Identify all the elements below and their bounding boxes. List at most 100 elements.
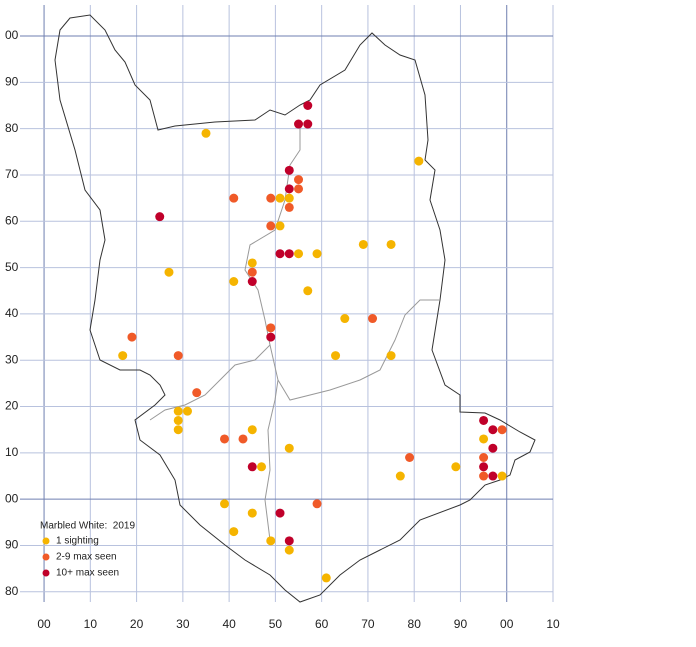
y-tick-label: 60 xyxy=(5,213,19,227)
y-tick-label: 00 xyxy=(5,491,19,505)
sighting-dot xyxy=(331,351,341,361)
sighting-dot xyxy=(247,508,257,518)
county-outline xyxy=(54,14,536,603)
y-tick-label: 20 xyxy=(5,399,19,413)
sighting-dot xyxy=(275,249,285,259)
sighting-dot xyxy=(201,128,211,138)
legend-label: 1 sighting xyxy=(56,536,99,547)
sighting-dot xyxy=(497,471,507,481)
sighting-dot xyxy=(479,462,489,472)
sighting-dot xyxy=(368,314,378,324)
y-tick-label: 00 xyxy=(5,28,19,42)
y-tick-label: 80 xyxy=(5,121,19,135)
sighting-dot xyxy=(182,406,192,416)
sighting-dot xyxy=(266,193,276,203)
y-tick-label: 80 xyxy=(5,584,19,598)
sighting-dot xyxy=(275,221,285,231)
sighting-dot xyxy=(321,573,331,583)
sighting-dot xyxy=(488,443,498,453)
legend-swatch xyxy=(42,553,50,561)
x-tick-label: 00 xyxy=(500,617,514,631)
sighting-dot xyxy=(451,462,461,472)
sighting-dot xyxy=(118,351,128,361)
sighting-dot xyxy=(173,425,183,435)
x-tick-label: 30 xyxy=(176,617,190,631)
points xyxy=(118,101,507,583)
x-tick-label: 70 xyxy=(361,617,375,631)
legend-swatch xyxy=(42,569,50,577)
sighting-dot xyxy=(312,249,322,259)
sighting-dot xyxy=(386,239,396,249)
grid xyxy=(20,5,554,602)
sighting-dot xyxy=(164,267,174,277)
sighting-dot xyxy=(294,184,304,194)
y-tick-label: 30 xyxy=(5,352,19,366)
sighting-dot xyxy=(229,277,239,287)
x-tick-label: 90 xyxy=(454,617,468,631)
sighting-dot xyxy=(312,499,322,509)
sighting-dot xyxy=(275,193,285,203)
sighting-dot xyxy=(303,101,313,111)
sighting-dot xyxy=(247,267,257,277)
sighting-dot xyxy=(275,508,285,518)
sighting-dot xyxy=(192,388,202,398)
sighting-dot xyxy=(479,434,489,444)
legend: Marbled White: 2019 1 sighting 2-9 max s… xyxy=(40,521,135,579)
sighting-dot xyxy=(395,471,405,481)
sighting-dot xyxy=(173,415,183,425)
sighting-dot xyxy=(173,351,183,361)
sighting-dot xyxy=(294,175,304,185)
x-tick-label: 20 xyxy=(130,617,144,631)
sighting-dot xyxy=(257,462,267,472)
x-tick-label: 10 xyxy=(84,617,98,631)
sighting-dot xyxy=(247,277,257,287)
sighting-dot xyxy=(284,193,294,203)
sighting-dot xyxy=(479,471,489,481)
legend-label: 2-9 max seen xyxy=(56,552,117,563)
x-tick-label: 60 xyxy=(315,617,329,631)
y-tick-label: 90 xyxy=(5,75,19,89)
sighting-dot xyxy=(247,462,257,472)
sighting-dot xyxy=(284,202,294,212)
x-tick-label: 50 xyxy=(269,617,283,631)
y-tick-label: 40 xyxy=(5,306,19,320)
y-tick-label: 50 xyxy=(5,260,19,274)
x-tick-label: 80 xyxy=(408,617,422,631)
sighting-dot xyxy=(284,443,294,453)
sighting-dot xyxy=(266,536,276,546)
sighting-dot xyxy=(127,332,137,342)
sighting-dot xyxy=(284,165,294,175)
sighting-dot xyxy=(266,323,276,333)
sighting-dot xyxy=(284,184,294,194)
sighting-dot xyxy=(294,119,304,129)
sighting-dot xyxy=(488,471,498,481)
sighting-dot xyxy=(247,425,257,435)
legend-title: Marbled White: 2019 xyxy=(40,521,135,532)
sighting-dot xyxy=(303,286,313,296)
y-tick-label: 10 xyxy=(5,445,19,459)
sighting-dot xyxy=(284,249,294,259)
sighting-dot xyxy=(266,332,276,342)
sighting-dot xyxy=(220,434,230,444)
sighting-dot xyxy=(266,221,276,231)
x-tick-label: 10 xyxy=(546,617,560,631)
sighting-dot xyxy=(414,156,424,166)
sighting-dot xyxy=(386,351,396,361)
sighting-dot xyxy=(497,425,507,435)
sighting-dot xyxy=(247,258,257,268)
y-tick-label: 90 xyxy=(5,538,19,552)
legend-label: 10+ max seen xyxy=(56,568,119,579)
sighting-dot xyxy=(229,527,239,537)
sighting-dot xyxy=(303,119,313,129)
sighting-dot xyxy=(488,425,498,435)
y-tick-label: 70 xyxy=(5,167,19,181)
sighting-dot xyxy=(479,452,489,462)
x-tick-label: 40 xyxy=(222,617,236,631)
x-tick-label: 00 xyxy=(37,617,51,631)
sighting-dot xyxy=(173,406,183,416)
sighting-dot xyxy=(220,499,230,509)
sighting-dot xyxy=(155,212,165,222)
sighting-dot xyxy=(284,536,294,546)
sighting-dot xyxy=(340,314,350,324)
